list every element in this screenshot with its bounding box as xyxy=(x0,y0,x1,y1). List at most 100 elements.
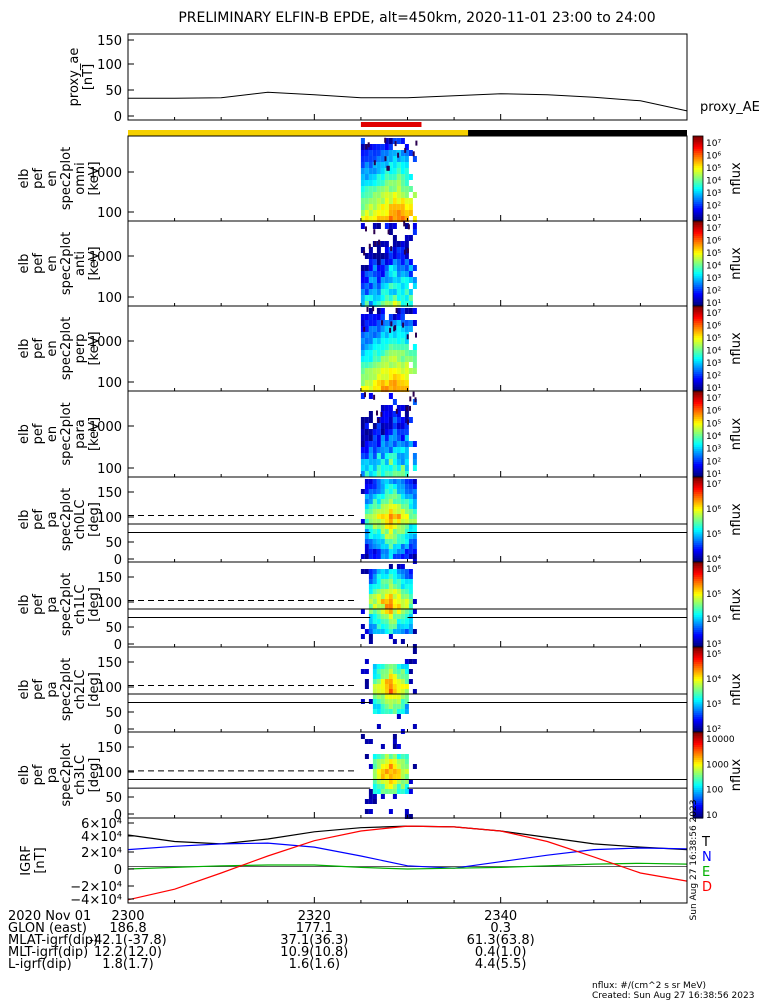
spectrogram-cell xyxy=(380,265,385,271)
spectrogram-cell xyxy=(368,639,373,644)
spectrogram-cell xyxy=(380,534,385,539)
spectrogram-cell xyxy=(384,156,387,162)
igrf-legend-E: E xyxy=(702,865,710,880)
spectrogram-cell xyxy=(404,144,409,150)
spectrogram-cell xyxy=(372,186,377,192)
spectrogram-cell xyxy=(396,265,401,271)
spectrogram-cell xyxy=(408,579,413,584)
spectrogram-cell xyxy=(408,277,413,283)
spectrogram-cell xyxy=(376,589,381,594)
igrf-series-N xyxy=(127,842,688,869)
colorbar-cell xyxy=(693,378,703,381)
spectrogram-cell xyxy=(384,137,387,143)
spectrogram-cell xyxy=(397,152,400,158)
spectrogram-cell xyxy=(400,423,405,429)
colorbar-cell xyxy=(693,494,703,497)
spectrogram-cell xyxy=(396,779,401,784)
spectrogram-cell xyxy=(392,574,397,579)
spectrogram-cell xyxy=(400,699,405,704)
spectrogram-cell xyxy=(372,362,377,368)
spectrogram-cell xyxy=(364,295,369,301)
spectrogram-cell xyxy=(372,465,377,471)
spectrogram-cell xyxy=(396,664,401,669)
colorbar-tick-label: 10⁵ xyxy=(706,590,721,600)
colorbar-cell xyxy=(693,525,703,529)
spectrogram-cell xyxy=(384,423,389,429)
ylabel-line: pef xyxy=(31,594,46,615)
spectrogram-cell xyxy=(396,417,401,423)
spectrogram-cell xyxy=(384,569,389,574)
spectrogram-cell xyxy=(376,569,381,574)
colorbar-tick-label: 10⁵ xyxy=(706,164,721,174)
spectrogram-cell xyxy=(384,754,389,759)
spectrogram-cell xyxy=(392,314,397,320)
ytick-label: 100 xyxy=(97,596,122,611)
spectrogram-cell xyxy=(404,235,409,241)
ytick-label: 50 xyxy=(105,621,122,636)
spectrogram-cell xyxy=(388,393,393,399)
spectrogram-cell xyxy=(392,514,397,519)
spectrogram-cell xyxy=(364,514,369,519)
footer-row-value: 37.1(36.3) xyxy=(280,933,348,948)
colorbar-cell xyxy=(693,369,703,373)
spectrogram-cell xyxy=(404,447,409,453)
colorbar-cell xyxy=(693,772,703,776)
spectrogram-cell xyxy=(409,405,411,411)
spectrogram-cell xyxy=(404,694,409,699)
spectrogram-cell xyxy=(392,784,397,789)
spectrogram-cell xyxy=(404,554,409,559)
colorbar-cell xyxy=(693,318,703,322)
spectrogram-cell xyxy=(376,162,381,168)
footer-row-value: 0.3 xyxy=(490,921,511,936)
spectrogram-cell xyxy=(396,504,401,509)
spectrogram-cell xyxy=(380,289,385,295)
ylabel-line: [keV] xyxy=(87,331,102,365)
spectrogram-cell xyxy=(388,277,393,283)
spectrogram-cell xyxy=(364,679,369,684)
spectrogram-cell xyxy=(384,584,389,589)
colorbar-tick-label: 10⁴ xyxy=(706,347,721,357)
spectrogram-cell xyxy=(404,604,409,609)
spectrogram-cell xyxy=(384,704,389,709)
ylabel-line: pa xyxy=(45,681,60,697)
spectrogram-cell xyxy=(388,447,393,453)
colorbar-cell xyxy=(693,655,703,659)
ylabel-line: elb xyxy=(17,680,32,700)
spectrogram-cell xyxy=(384,764,389,769)
spectrogram-cell xyxy=(392,386,397,392)
spectrogram-cell xyxy=(376,509,381,514)
spectrogram-cell xyxy=(360,429,365,435)
colorbar-cell xyxy=(693,248,703,252)
spectrogram-cell xyxy=(384,289,389,295)
spectrogram-cell xyxy=(380,519,385,524)
spectrogram-cell xyxy=(400,162,405,168)
colorbar-cell xyxy=(693,403,703,407)
spectrogram-cell xyxy=(388,634,393,639)
spectrogram-cell xyxy=(400,704,405,709)
spectrogram-cell xyxy=(400,216,405,222)
colorbar-cell xyxy=(693,547,703,550)
spectrogram-cell xyxy=(376,574,381,579)
spectrogram-cell xyxy=(364,429,369,435)
spectrogram-cell xyxy=(404,754,409,759)
spectrogram-cell xyxy=(384,156,389,162)
spectrogram-cell xyxy=(380,277,385,283)
spectrogram-cell xyxy=(396,283,401,289)
spectrogram-cell xyxy=(368,629,373,634)
spectrogram-cell xyxy=(372,584,377,589)
spectrogram-cell xyxy=(412,368,417,374)
spectrogram-cell xyxy=(376,514,381,519)
spectrogram-cell xyxy=(396,499,401,504)
spectrogram-cell xyxy=(392,694,397,699)
colorbar-tick-label: 10⁴ xyxy=(706,262,721,272)
spectrogram-cell xyxy=(404,186,409,192)
spectrogram-cell xyxy=(404,223,409,229)
spectrogram-cell xyxy=(372,779,377,784)
colorbar-tick-label: 10¹ xyxy=(706,214,721,224)
spectrogram-cell xyxy=(380,362,385,368)
spectrogram-cell xyxy=(408,539,413,544)
spectrogram-cell xyxy=(368,368,373,374)
spectrogram-cell xyxy=(388,789,393,794)
spectrogram-cell xyxy=(408,479,413,484)
spectrogram-cell xyxy=(404,326,409,332)
